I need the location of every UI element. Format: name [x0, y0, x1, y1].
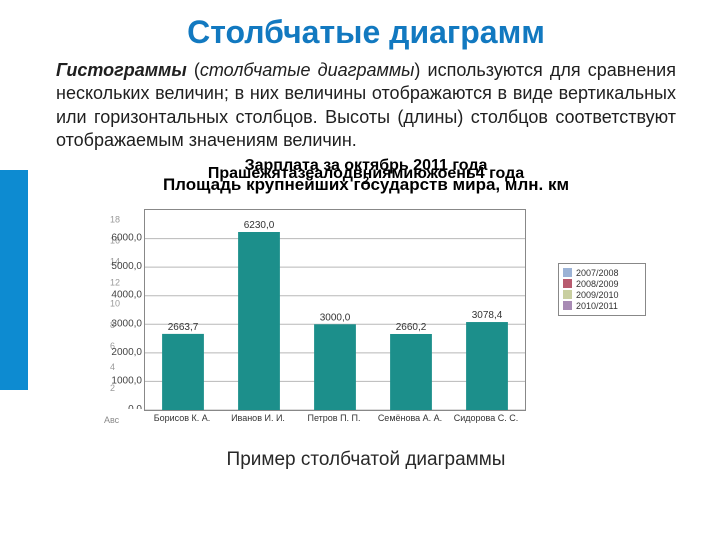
svg-text:5000,0: 5000,0 [111, 261, 142, 272]
svg-text:2660,2: 2660,2 [396, 322, 427, 333]
overlay-title-3: Площадь крупнейших государств мира, млн.… [56, 175, 676, 196]
svg-text:0,0: 0,0 [128, 404, 142, 409]
chart-caption: Пример столбчатой диаграммы [56, 449, 676, 471]
chart-area: 2663,76230,03000,02660,23078,4 246810121… [86, 203, 646, 443]
legend-item: 2009/2010 [563, 290, 641, 300]
svg-text:Авс: Авс [104, 415, 120, 425]
italic-term: столбчатые диаграммы [200, 60, 415, 80]
overlay-title-stack: Зарплата за октябрь 2011 года Прашежятаз… [56, 157, 676, 201]
svg-text:Иванов И. И.: Иванов И. И. [231, 413, 285, 423]
left-accent-bar [0, 170, 28, 390]
svg-text:3000,0: 3000,0 [111, 318, 142, 329]
svg-text:Семёнова А. А.: Семёнова А. А. [378, 413, 442, 423]
svg-text:Петров П. П.: Петров П. П. [307, 413, 360, 423]
svg-text:1000,0: 1000,0 [111, 375, 142, 386]
legend-swatch [563, 301, 572, 310]
slide: Столбчатые диаграмм Гистограммы (столбча… [0, 0, 720, 471]
svg-text:Сидорова С. С.: Сидорова С. С. [454, 413, 518, 423]
x-category-labels: Борисов К. А. Иванов И. И. Петров П. П. Сем… [144, 409, 524, 431]
y-tick-labels: 0,0 1000,0 2000,0 3000,0 4000,0 5000,0 6000,0 [108, 209, 144, 409]
legend-item: 2007/2008 [563, 268, 641, 278]
svg-text:2663,7: 2663,7 [168, 321, 199, 332]
overlay-title-3-text: Площадь крупнейших государств мира, млн.… [56, 175, 676, 195]
svg-text:6000,0: 6000,0 [111, 232, 142, 243]
svg-text:Борисов К. А.: Борисов К. А. [154, 413, 211, 423]
ghost-x-label: Авс [104, 413, 144, 427]
svg-text:2000,0: 2000,0 [111, 346, 142, 357]
legend-swatch [563, 279, 572, 288]
legend-label: 2007/2008 [576, 268, 619, 278]
legend-item: 2008/2009 [563, 279, 641, 289]
legend-item: 2010/2011 [563, 301, 641, 311]
legend: 2007/20082008/20092009/20102010/2011 [558, 263, 646, 316]
svg-text:6230,0: 6230,0 [244, 220, 275, 231]
lead-word: Гистограммы [56, 60, 187, 80]
legend-label: 2010/2011 [576, 301, 618, 311]
description-paragraph: Гистограммы (столбчатые диаграммы) испол… [56, 59, 676, 153]
bar-chart: 2663,7 6230,0 3000,0 2660,2 3078,4 [144, 209, 526, 411]
page-title: Столбчатые диаграмм [56, 14, 676, 51]
svg-text:4000,0: 4000,0 [111, 289, 142, 300]
svg-text:3078,4: 3078,4 [472, 310, 503, 321]
legend-label: 2009/2010 [576, 290, 619, 300]
svg-text:3000,0: 3000,0 [320, 312, 351, 323]
legend-swatch [563, 268, 572, 277]
legend-swatch [563, 290, 572, 299]
legend-label: 2008/2009 [576, 279, 619, 289]
